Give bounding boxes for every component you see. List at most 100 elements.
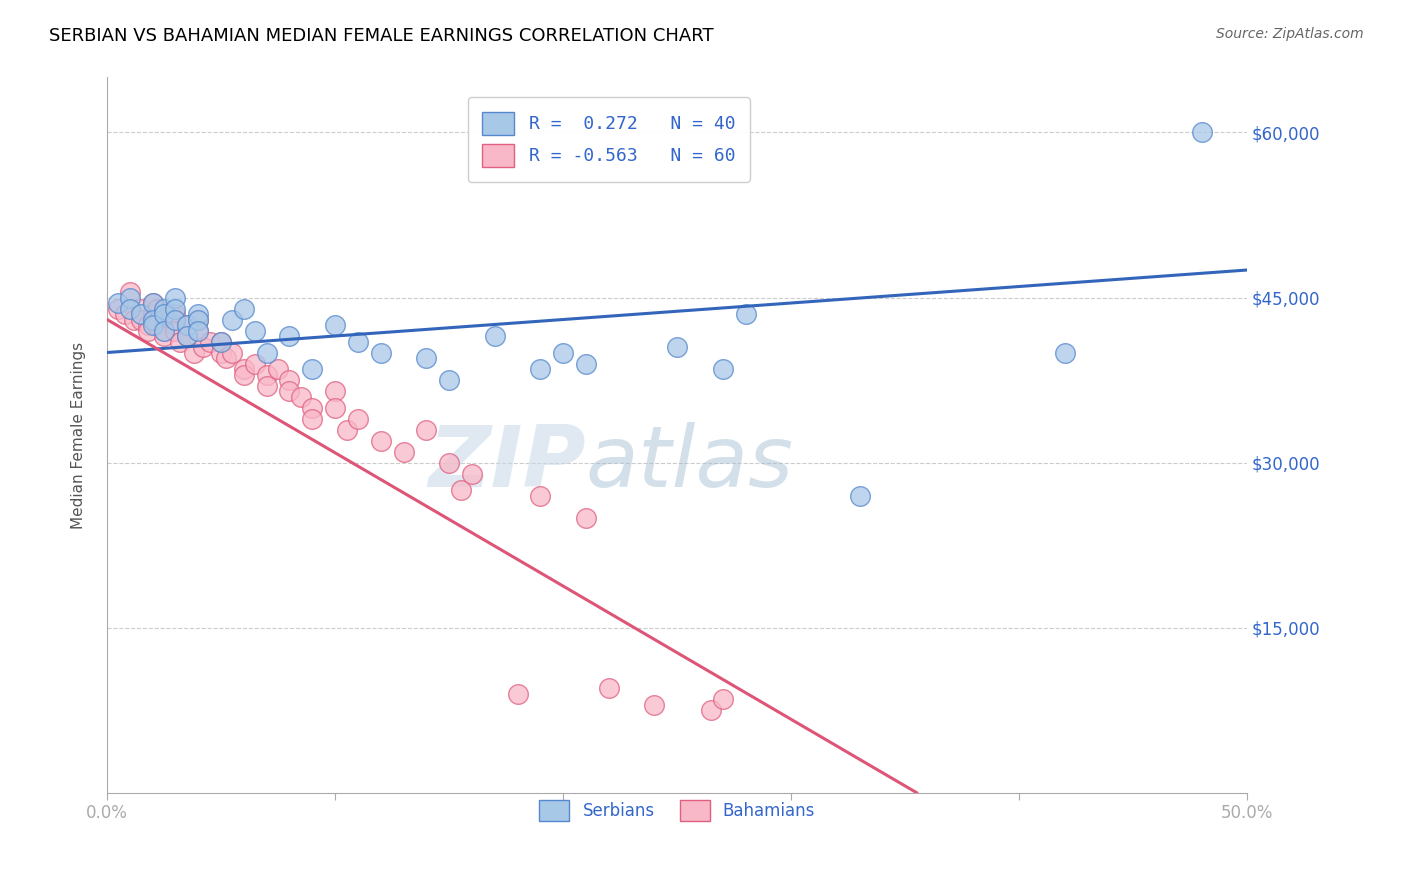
Point (165, 291, 187, 305)
Point (136, 318, 159, 332)
Point (129, 301, 152, 316)
Point (267, 362, 290, 376)
Point (214, 351, 236, 365)
Point (256, 368, 278, 382)
Text: ZIP: ZIP (429, 422, 586, 505)
Point (129, 312, 152, 326)
Point (153, 301, 176, 316)
Point (1191, 125, 1213, 139)
Point (124, 312, 146, 326)
Point (232, 362, 254, 376)
Point (146, 318, 169, 332)
Point (118, 285, 141, 299)
Point (575, 357, 598, 371)
Point (165, 307, 187, 321)
Point (107, 301, 129, 316)
Point (256, 345, 278, 359)
Point (301, 411, 323, 425)
Point (392, 444, 415, 458)
Point (506, 687, 529, 701)
Point (278, 373, 301, 387)
Point (278, 384, 301, 398)
Point (153, 329, 176, 343)
Point (118, 291, 141, 305)
Point (118, 301, 141, 316)
Point (187, 312, 209, 326)
Point (142, 318, 165, 332)
Point (136, 324, 159, 338)
Point (187, 324, 209, 338)
Point (256, 378, 278, 392)
Point (153, 307, 176, 321)
Point (734, 307, 756, 321)
Point (415, 351, 437, 365)
Point (176, 318, 198, 332)
Point (245, 324, 267, 338)
Point (153, 312, 176, 326)
Point (1053, 345, 1076, 359)
Text: Source: ZipAtlas.com: Source: ZipAtlas.com (1216, 27, 1364, 41)
Point (643, 698, 665, 712)
Point (290, 390, 312, 404)
Point (209, 345, 232, 359)
Point (437, 456, 460, 470)
Point (142, 296, 165, 310)
Point (461, 467, 484, 481)
Point (553, 345, 575, 359)
Point (232, 301, 254, 316)
Point (107, 296, 129, 310)
Point (142, 312, 165, 326)
Point (221, 345, 243, 359)
Point (575, 510, 598, 524)
Point (666, 340, 689, 354)
Point (598, 681, 620, 695)
Point (232, 368, 254, 382)
Point (278, 329, 301, 343)
Point (176, 329, 198, 343)
Point (191, 340, 214, 354)
Point (198, 334, 221, 349)
Point (484, 329, 506, 343)
Point (142, 307, 165, 321)
Point (187, 312, 209, 326)
Point (848, 489, 870, 503)
Point (370, 434, 392, 448)
Point (165, 318, 187, 332)
Point (450, 483, 472, 497)
Point (711, 362, 734, 376)
Point (323, 384, 346, 398)
Point (183, 345, 205, 359)
Text: SERBIAN VS BAHAMIAN MEDIAN FEMALE EARNINGS CORRELATION CHART: SERBIAN VS BAHAMIAN MEDIAN FEMALE EARNIN… (49, 27, 714, 45)
Point (301, 362, 323, 376)
Point (209, 334, 232, 349)
Point (209, 334, 232, 349)
Legend: Serbians, Bahamians: Serbians, Bahamians (526, 787, 828, 834)
Text: atlas: atlas (586, 422, 794, 505)
Y-axis label: Median Female Earnings: Median Female Earnings (72, 342, 86, 529)
Point (153, 324, 176, 338)
Point (129, 307, 152, 321)
Point (711, 692, 734, 706)
Point (114, 307, 136, 321)
Point (529, 362, 551, 376)
Point (142, 312, 165, 326)
Point (176, 329, 198, 343)
Point (176, 318, 198, 332)
Point (347, 334, 370, 349)
Point (415, 423, 437, 437)
Point (335, 423, 357, 437)
Point (700, 703, 723, 717)
Point (187, 307, 209, 321)
Point (347, 411, 370, 425)
Point (301, 401, 323, 415)
Point (437, 373, 460, 387)
Point (165, 301, 187, 316)
Point (169, 334, 191, 349)
Point (142, 296, 165, 310)
Point (323, 318, 346, 332)
Point (187, 324, 209, 338)
Point (221, 312, 243, 326)
Point (153, 324, 176, 338)
Point (370, 345, 392, 359)
Point (165, 324, 187, 338)
